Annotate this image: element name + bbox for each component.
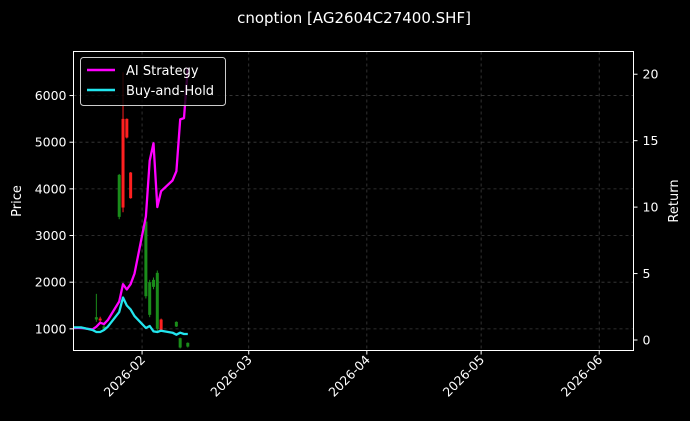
candle-body: [125, 118, 129, 138]
candle-body: [152, 279, 155, 287]
y-tick-label-left: 2000: [35, 275, 67, 290]
candle-body: [178, 338, 182, 348]
left-y-axis: 1000 2000 3000 4000 5000 6000: [35, 88, 74, 336]
right-y-axis: 0 5 10 15 20: [633, 67, 659, 348]
candle-body: [159, 319, 163, 332]
legend-box: [80, 57, 226, 106]
y-tick-label-right: 10: [643, 200, 659, 215]
right-axis-label: Return: [667, 179, 682, 222]
x-tick-label: 2026-02: [101, 352, 149, 400]
return-lines: [73, 67, 189, 336]
y-tick-label-right: 20: [643, 67, 659, 82]
y-tick-label-right: 5: [643, 266, 651, 281]
y-tick-label-left: 6000: [35, 88, 67, 103]
candle-body: [144, 221, 148, 297]
line-ai-strategy: [73, 67, 189, 331]
legend-label-buy-and-hold: Buy-and-Hold: [126, 84, 214, 99]
x-tick-label: 2026-04: [325, 352, 373, 400]
y-tick-label-right: 0: [643, 333, 651, 348]
candlestick-series: [94, 72, 190, 349]
y-tick-label-left: 3000: [35, 228, 67, 243]
x-axis: 2026-02 2026-03 2026-04 2026-05 2026-06: [101, 350, 606, 400]
candle-body: [148, 282, 152, 315]
candle-body: [129, 172, 133, 199]
x-tick-label: 2026-06: [558, 352, 606, 400]
y-tick-label-left: 4000: [35, 181, 67, 196]
legend: AI Strategy Buy-and-Hold: [80, 57, 226, 106]
chart-title: cnoption [AG2604C27400.SHF]: [237, 9, 471, 27]
candle-body: [174, 321, 178, 327]
candle-body: [98, 318, 102, 321]
legend-label-ai-strategy: AI Strategy: [126, 64, 199, 79]
line-buy-and-hold: [73, 296, 188, 336]
candle-body: [117, 174, 121, 217]
candle-body: [155, 272, 159, 329]
y-tick-label-left: 5000: [35, 135, 67, 150]
plot-frame: [73, 51, 634, 351]
y-tick-label-right: 15: [643, 133, 659, 148]
y-tick-label-left: 1000: [35, 321, 67, 336]
candle-body: [102, 326, 106, 329]
x-tick-label: 2026-03: [207, 352, 255, 400]
left-axis-label: Price: [10, 185, 25, 217]
candle-body: [121, 118, 125, 208]
candle-body: [94, 317, 98, 320]
x-tick-label: 2026-05: [440, 352, 488, 400]
candle-body: [186, 342, 190, 347]
